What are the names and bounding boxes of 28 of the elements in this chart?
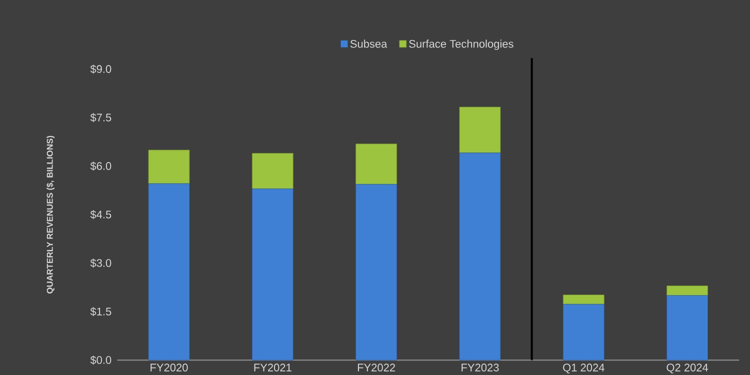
bar [356,184,398,360]
x-tick-label: FY2020 [150,364,188,372]
legend-label: Subsea [350,40,388,48]
bar [252,188,294,360]
y-tick-label: $1.5 [90,307,112,316]
bar [148,183,190,360]
x-tick-label: Q1 2024 [563,364,604,374]
x-tick-label: FY2021 [254,364,292,372]
x-tick-label: FY2022 [358,364,396,372]
bar [666,295,708,360]
x-tick-label: Q2 2024 [666,364,708,374]
bar [666,286,708,296]
legend-label: Surface Technologies [409,40,514,50]
bar [562,294,604,304]
bar [459,152,501,360]
y-tick-label: $3.0 [90,258,112,268]
bar [459,106,501,154]
y-tick-label: $9.0 [90,64,112,74]
y-tick-label: $0.0 [90,356,112,365]
y-tick-label: $7.5 [90,113,112,122]
bar [562,304,604,360]
bar [252,153,294,189]
y-tick-label: $6.0 [90,162,112,171]
bar [356,144,398,184]
bar [148,150,190,184]
y-axis-title: QUARTERLY REVENUES ($, BILLIONS) [46,136,55,294]
y-tick-label: $4.5 [90,210,112,220]
x-tick-label: FY2023 [462,364,499,372]
